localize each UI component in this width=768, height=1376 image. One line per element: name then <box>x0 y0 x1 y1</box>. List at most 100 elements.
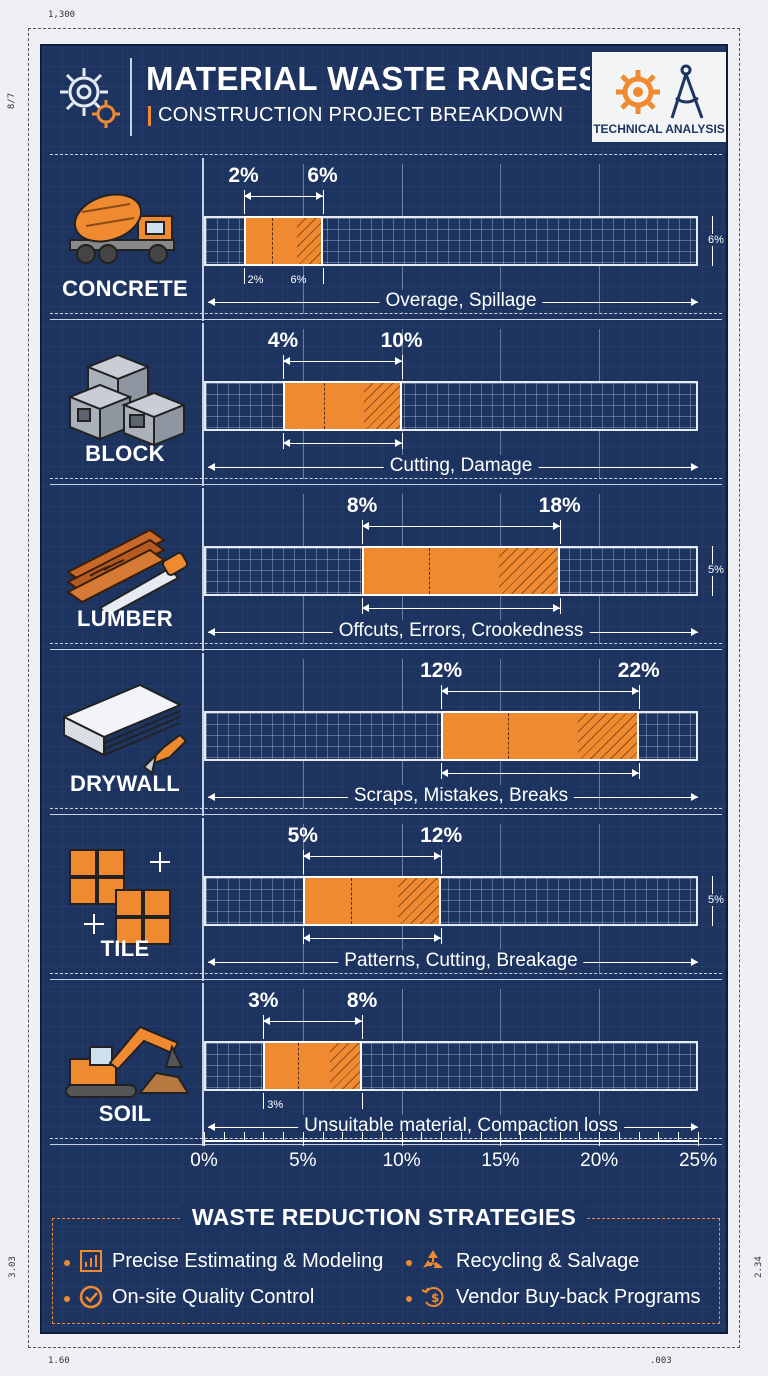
range-min-label: 12% <box>420 659 463 682</box>
material-label: LUMBER <box>77 606 173 631</box>
bar-hatch <box>577 713 637 759</box>
axis-minor-tick <box>658 1132 660 1140</box>
frame-mark-bottom-right: .003 <box>650 1356 672 1366</box>
range-max-label: 18% <box>538 494 581 517</box>
bar-dash <box>350 878 352 924</box>
dim-tick <box>638 685 640 709</box>
axis-minor-tick <box>599 1132 601 1146</box>
money-return-icon: $ <box>421 1287 444 1307</box>
page-subtitle: CONSTRUCTION PROJECT BREAKDOWN <box>158 104 564 126</box>
dim-tick <box>441 928 443 944</box>
axis-minor-tick <box>698 1132 699 1146</box>
bar-hatch <box>398 878 440 924</box>
frame-mark-left-top: 8/7 <box>7 92 18 110</box>
material-label: CONCRETE <box>62 276 188 301</box>
axis-minor-tick <box>243 1132 245 1140</box>
range-dimension-top-arrow-right <box>394 357 402 365</box>
drywall-knife-icon <box>60 677 190 777</box>
range-max-label: 10% <box>380 329 423 352</box>
side-dimension-note: 5% <box>706 894 726 906</box>
axis-minor-tick <box>263 1132 265 1140</box>
page-title: MATERIAL WASTE RANGES <box>146 60 601 97</box>
axis-tick-label: 5% <box>289 1150 317 1171</box>
material-row-drywall: DRYWALL 12% 22% Scraps, Mistakes, Breaks <box>42 653 726 816</box>
row-rule <box>50 979 722 980</box>
row-rule <box>50 484 722 485</box>
range-min-label: 4% <box>267 329 299 352</box>
cause-label: Scraps, Mistakes, Breaks <box>347 785 575 807</box>
cause-label: Patterns, Cutting, Breakage <box>338 950 584 972</box>
strategy-item: Vendor Buy-back Programs <box>456 1286 701 1308</box>
dim-tick <box>322 268 324 284</box>
dim-tick <box>401 433 403 449</box>
row-separator <box>202 818 204 981</box>
row-separator <box>202 158 204 321</box>
range-dimension-top-arrow-left <box>362 522 370 530</box>
range-min-label: 3% <box>248 989 279 1012</box>
axis-minor-tick <box>678 1132 680 1140</box>
material-label: BLOCK <box>85 441 165 466</box>
cause-dimension-arrow-right <box>691 463 698 471</box>
row-rule-dash <box>50 1138 722 1139</box>
axis-minor-tick <box>401 1132 403 1146</box>
cause-dimension-arrow-left <box>208 463 215 471</box>
strategy-bullet <box>64 1260 70 1266</box>
frame-mark-right-bottom: 2.34 <box>753 1256 764 1278</box>
range-min-label: 8% <box>346 494 378 517</box>
material-row-concrete: CONCRETE 2% 6% 2% 6% 6% Overage, Spillage <box>42 158 726 321</box>
axis-tick-label: 20% <box>580 1150 619 1171</box>
range-dimension-bottom-arrow-left <box>441 769 449 777</box>
material-row-tile: TILE 5% 12% 5% Patterns, Cutting, Breakage <box>42 818 726 981</box>
dimension-note-min: 3% <box>267 1099 284 1111</box>
range-dimension-bottom-arrow-left <box>302 934 310 942</box>
range-dimension-bottom-arrow-left <box>283 439 291 447</box>
axis-minor-tick <box>204 1132 205 1146</box>
bar-hatch <box>296 218 321 264</box>
range-dimension-top-arrow-right <box>355 1017 363 1025</box>
range-max-label: 6% <box>307 164 338 187</box>
row-separator <box>202 983 204 1146</box>
row-rule <box>50 649 722 650</box>
gear-compass-icon <box>616 64 704 119</box>
range-min-label: 5% <box>287 824 318 847</box>
dim-tick <box>638 763 640 779</box>
range-dimension-bottom <box>302 938 442 939</box>
row-rule-dash <box>50 643 722 644</box>
axis-minor-tick <box>559 1132 561 1140</box>
range-dimension-bottom-arrow-right <box>394 439 402 447</box>
axis-tick-label: 0% <box>190 1150 218 1171</box>
axis-minor-tick <box>618 1132 620 1140</box>
dim-tick <box>263 1093 265 1109</box>
row-rule <box>50 814 722 815</box>
strategy-bullet <box>406 1260 412 1266</box>
axis-minor-tick <box>283 1132 285 1140</box>
cause-dimension-arrow-right <box>691 298 698 306</box>
bar-hatch <box>363 383 400 429</box>
bar-hatch <box>330 1043 361 1089</box>
range-bar <box>302 876 442 926</box>
frame-mark-bottom-left: 1.60 <box>48 1356 70 1366</box>
dim-tick <box>263 1015 265 1039</box>
strategy-bullet <box>64 1296 70 1302</box>
row-rule-dash <box>50 808 722 809</box>
range-bar <box>362 546 560 596</box>
bar-dash <box>429 548 431 594</box>
range-max-label: 8% <box>346 989 378 1012</box>
axis-minor-tick <box>302 1132 304 1146</box>
axis-baseline <box>204 1140 698 1142</box>
technical-analysis-badge: TECHNICAL ANALYSIS <box>590 50 726 144</box>
range-max-label: 22% <box>617 659 660 682</box>
lumber-saw-icon <box>60 512 190 618</box>
side-dimension-note: 5% <box>706 564 726 576</box>
material-label: TILE <box>100 936 150 961</box>
range-bar <box>243 216 323 266</box>
range-dimension-top <box>362 526 560 527</box>
bar-dash <box>324 383 326 429</box>
range-max-label: 12% <box>420 824 463 847</box>
range-dimension-bottom-arrow-left <box>362 604 370 612</box>
strategy-item: Recycling & Salvage <box>456 1250 640 1272</box>
dim-tick <box>401 355 403 379</box>
range-dimension-bottom <box>441 773 639 774</box>
axis-minor-tick <box>322 1132 324 1140</box>
axis-minor-tick <box>579 1132 581 1140</box>
